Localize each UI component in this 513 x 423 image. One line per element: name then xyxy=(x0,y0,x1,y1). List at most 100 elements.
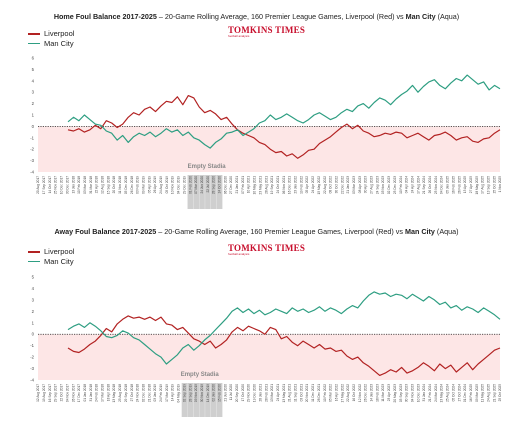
legend-label: Man City xyxy=(44,256,74,266)
x-tick-label: 10 May 2021 xyxy=(253,176,257,195)
x-tick-label: 22 Apr 2018 xyxy=(95,176,99,193)
x-tick-label: 17 Mar 2019 xyxy=(165,384,169,402)
x-tick-label: 25 Oct 2025 xyxy=(498,384,502,402)
x-tick-label: 30 Apr 2023 xyxy=(364,176,368,193)
x-tick-label: 17 Oct 2020 xyxy=(241,384,245,402)
x-tick-label: 24 Mar 2024 xyxy=(434,384,438,402)
y-tick-label: 5 xyxy=(32,275,35,280)
x-tick-label: 1 Nov 2025 xyxy=(498,176,502,193)
x-tick-label: 16 Feb 2025 xyxy=(451,176,455,194)
x-tick-label: 03 Mar 2023 xyxy=(352,176,356,194)
x-tick-label: 12 Aug 2018 xyxy=(101,176,105,194)
x-tick-label: 29 Nov 2020 xyxy=(247,384,251,402)
x-tick-label: 11 Mar 2023 xyxy=(381,384,385,402)
x-tick-label: 27 Apr 2025 xyxy=(469,176,473,193)
x-tick-label: 30 Nov 2019 xyxy=(200,384,204,402)
empty-stadia-tick-bg xyxy=(193,383,199,417)
x-tick-label: 17 Aug 2025 xyxy=(481,176,485,194)
empty-stadia-tick-bg xyxy=(205,383,211,417)
x-tick-label: 03 Mar 2018 xyxy=(83,176,87,194)
x-tick-label: 24 Aug 2025 xyxy=(487,384,491,402)
x-tick-label: 09 Mar 2025 xyxy=(475,384,479,402)
empty-stadia-tick-bg xyxy=(205,175,211,209)
legend-label: Man City xyxy=(44,38,74,48)
home-foul-chart: 6 5 4 3 2 1 0 -1 -2 -3 -420 Aug 2017 17 Sep 2017 14 … xyxy=(30,56,502,209)
legend-item-mancity: Man City xyxy=(28,39,74,49)
x-tick-label: 02 Sep 2019 xyxy=(182,384,186,402)
empty-stadia-tick-bg xyxy=(199,175,205,209)
chart-title: Home Foul Balance 2017-2025 – 20-Game Ro… xyxy=(0,12,513,21)
x-tick-label: 10 Feb 2018 xyxy=(77,176,81,194)
chart-title: Away Foul Balance 2017-2025 – 20-Game Ro… xyxy=(0,227,513,236)
legend-swatch-liverpool xyxy=(28,33,40,35)
y-tick-label: -4 xyxy=(30,378,34,383)
x-tick-label: 14 Dec 2019 xyxy=(206,384,210,402)
legend-label: Liverpool xyxy=(44,29,75,38)
series-line-man-city xyxy=(67,74,501,149)
x-tick-label: 14 Apr 2019 xyxy=(171,384,175,401)
legend-item-liverpool: Liverpool xyxy=(28,247,74,257)
y-tick-label: -2 xyxy=(30,147,34,152)
y-tick-label: 4 xyxy=(32,286,35,291)
x-tick-label: 13 May 2024 xyxy=(440,384,444,403)
x-tick-label: 20 Nov 2021 xyxy=(305,384,309,402)
x-tick-label: 12 Nov 2022 xyxy=(358,384,362,402)
y-tick-label: 2 xyxy=(32,309,35,314)
x-tick-label: 18 May 2025 xyxy=(475,176,479,195)
x-tick-label: 10 Apr 2021 xyxy=(247,176,251,193)
x-tick-label: 13 Sep 2025 xyxy=(487,176,491,194)
x-tick-label: 27 Oct 2018 xyxy=(130,384,134,402)
x-tick-label: 21 Jun 2020 xyxy=(223,384,227,402)
chart-title-rest: – 20-Game Rolling Average, 160 Premier L… xyxy=(156,227,405,236)
x-tick-label: 30 Oct 2022 xyxy=(334,176,338,194)
legend-label: Liverpool xyxy=(44,247,75,256)
chart-title-bold: Away Foul Balance 2017-2025 xyxy=(54,227,157,236)
empty-stadia-tick-bg xyxy=(181,383,188,417)
y-tick-label: -4 xyxy=(30,170,34,175)
x-tick-label: 17 Mar 2018 xyxy=(101,384,105,402)
x-tick-label: 07 Feb 2021 xyxy=(241,176,245,194)
x-tick-label: 24 Apr 2024 xyxy=(410,176,414,193)
x-tick-label: 18 Feb 2023 xyxy=(375,384,379,402)
x-tick-label: 05 Oct 2019 xyxy=(165,176,169,194)
x-tick-label: 24 Oct 2021 xyxy=(276,176,280,194)
x-tick-label: 01 Dec 2024 xyxy=(463,384,467,402)
x-tick-label: 27 Oct 2024 xyxy=(457,384,461,402)
x-tick-label: 31 Jan 2024 xyxy=(422,384,426,402)
x-tick-label: 31 Mar 2018 xyxy=(89,176,93,194)
legend-item-liverpool: Liverpool xyxy=(28,29,74,39)
empty-stadia-tick-bg xyxy=(187,383,194,417)
x-tick-label: 30 Dec 2017 xyxy=(65,176,69,194)
x-tick-label: 04 Dec 2019 xyxy=(177,176,181,194)
x-tick-label: 14 Oct 2017 xyxy=(48,176,52,194)
x-tick-label: 02 Dec 2018 xyxy=(141,384,145,402)
x-tick-label: 25 Aug 2024 xyxy=(446,384,450,402)
home-chart-panel: Home Foul Balance 2017-2025 – 20-Game Ro… xyxy=(0,0,513,210)
x-tick-label: 06 Dec 2020 xyxy=(223,176,227,194)
x-tick-label: 05 Apr 2019 xyxy=(147,176,151,193)
logo-text: TOMKINS TIMES xyxy=(228,243,306,253)
chart-title-rest: – 20-Game Rolling Average, 160 Premier L… xyxy=(156,12,406,21)
x-tick-label: 22 Aug 2022 xyxy=(346,384,350,402)
legend-swatch-mancity xyxy=(28,42,40,44)
x-tick-label: 28 Aug 2021 xyxy=(264,176,268,194)
y-tick-label: 5 xyxy=(32,67,35,72)
x-tick-label: 25 Oct 2025 xyxy=(492,176,496,194)
x-tick-label: 22 Aug 2022 xyxy=(323,176,327,194)
x-tick-label: 20 Aug 2017 xyxy=(36,176,40,194)
legend-swatch-liverpool xyxy=(28,251,40,253)
tomkins-times-logo: TOMKINS TIMES football analysis xyxy=(228,25,305,38)
x-tick-label: 06 Nov 2021 xyxy=(282,176,286,194)
x-tick-label: 03 Oct 2021 xyxy=(299,384,303,402)
series-line-man-city xyxy=(67,291,501,365)
x-tick-label: 17 Sep 2017 xyxy=(42,176,46,194)
x-tick-label: 11 Sep 2021 xyxy=(294,384,298,402)
x-tick-label: 24 Apr 2022 xyxy=(311,176,315,193)
x-tick-label: 28 Sep 2020 xyxy=(212,176,216,194)
x-tick-label: 11 Jul 2020 xyxy=(229,384,233,400)
x-tick-label: 12 Aug 2017 xyxy=(36,384,40,402)
x-tick-label: 21 Sep 2024 xyxy=(422,176,426,194)
x-tick-label: 11 May 2025 xyxy=(481,384,485,402)
x-tick-label: 21 Aug 2021 xyxy=(288,384,292,402)
chart-title-bold: Home Foul Balance 2017-2025 xyxy=(53,12,157,21)
